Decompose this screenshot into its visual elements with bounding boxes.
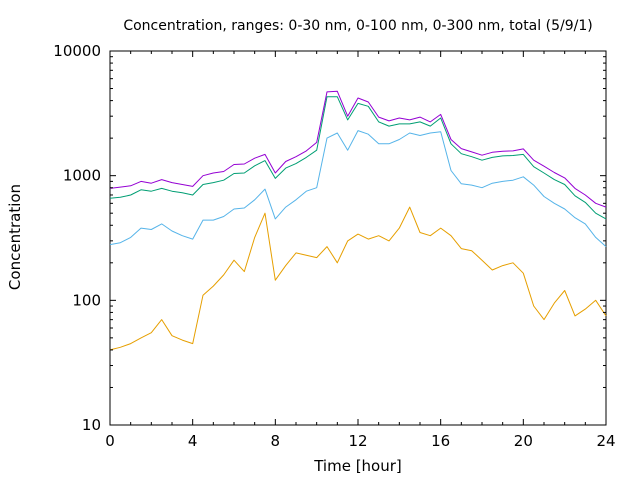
chart-title: Concentration, ranges: 0-30 nm, 0-100 nm…: [123, 18, 592, 34]
x-tick-label: 20: [514, 432, 533, 450]
x-tick-label: 12: [348, 432, 367, 450]
x-tick-label: 16: [431, 432, 450, 450]
series-line-1: [109, 206, 607, 351]
x-tick-label: 24: [596, 432, 615, 450]
series-layer: [109, 90, 607, 351]
plot-border: [109, 50, 607, 426]
series-line-4: [109, 90, 607, 208]
x-tick-label: 4: [188, 432, 198, 450]
x-axis-label: Time [hour]: [313, 457, 402, 475]
y-tick-label: 10000: [53, 42, 101, 60]
tick-layer: 0 4 8 12 16 20 24 10 100 1000 10000: [53, 42, 615, 450]
series-line-2: [109, 130, 607, 247]
y-axis-label: Concentration: [6, 184, 24, 290]
y-tick-label: 100: [72, 291, 101, 309]
y-tick-label: 1000: [63, 167, 101, 185]
x-tick-label: 0: [105, 432, 115, 450]
y-tick-label: 10: [82, 416, 101, 434]
x-tick-label: 8: [271, 432, 281, 450]
series-line-3: [109, 96, 607, 220]
plot-frame: [109, 50, 607, 426]
